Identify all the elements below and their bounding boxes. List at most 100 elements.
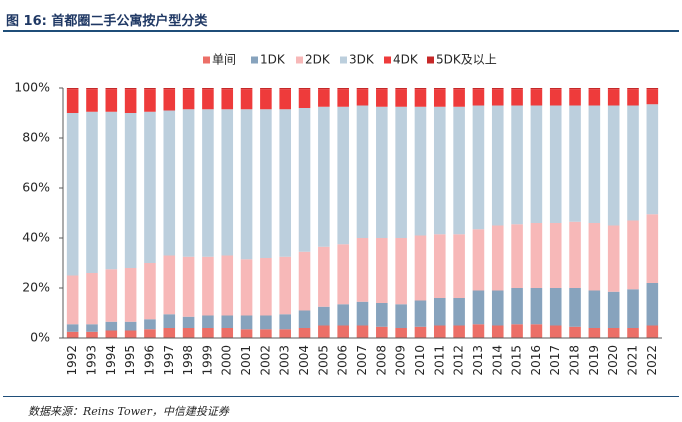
bar-1997-series-3 (163, 110, 176, 256)
bar-2007-series-1 (356, 301, 369, 326)
bar-2020-series-1 (607, 291, 620, 328)
bar-2002-series-5 (260, 88, 272, 90)
bars (66, 88, 659, 338)
bar-1992-series-0 (66, 331, 79, 338)
bar-2022-series-5 (646, 88, 659, 90)
y-tick-label: 100% (14, 80, 50, 95)
bar-2002-series-1 (260, 315, 272, 330)
bar-2009-series-3 (395, 106, 407, 238)
legend-label: 4DK (393, 53, 419, 67)
bar-1994-series-1 (105, 321, 118, 331)
bar-2005-series-3 (318, 106, 330, 247)
bar-2010-series-3 (414, 106, 427, 236)
x-tick-label: 2004 (297, 345, 311, 376)
bar-2018-series-0 (569, 326, 581, 338)
bar-1993-series-1 (86, 324, 98, 332)
bar-2006-series-0 (337, 325, 349, 338)
bar-1998-series-0 (182, 328, 195, 338)
bar-2013-series-5 (472, 88, 485, 90)
bar-2016-series-3 (530, 105, 543, 223)
legend-label: 2DK (305, 53, 331, 67)
bar-2009-series-1 (395, 304, 407, 328)
y-tick-label: 80% (22, 130, 50, 145)
bar-2015-series-5 (511, 88, 523, 90)
bar-1992-series-2 (66, 275, 79, 325)
x-tick-label: 2001 (239, 345, 253, 376)
bar-1998-series-5 (182, 88, 195, 90)
bar-1993-series-5 (86, 88, 98, 90)
bar-2001-series-5 (240, 88, 253, 90)
bar-2015-series-2 (511, 224, 523, 288)
x-tick-label: 2020 (606, 345, 620, 376)
bar-2002-series-0 (260, 329, 272, 338)
bar-1995-series-4 (124, 89, 137, 113)
bar-1996-series-0 (144, 329, 156, 338)
bar-1993-series-4 (86, 89, 98, 112)
bar-2019-series-3 (588, 105, 601, 223)
bar-2011-series-5 (433, 88, 446, 90)
x-tick-label: 2021 (626, 345, 640, 376)
bar-2022-series-3 (646, 104, 659, 215)
bar-2003-series-5 (279, 88, 291, 90)
bar-2015-series-4 (511, 89, 523, 106)
bar-1993-series-3 (86, 111, 98, 273)
bar-2003-series-4 (279, 89, 291, 110)
bar-1999-series-2 (202, 256, 214, 316)
bar-1997-series-4 (163, 89, 176, 111)
bar-2018-series-3 (569, 105, 581, 222)
bar-1995-series-0 (124, 330, 137, 338)
bar-2003-series-3 (279, 109, 291, 257)
x-tick-label: 1992 (65, 345, 79, 376)
bar-1992-series-3 (66, 113, 79, 276)
bar-2012-series-5 (453, 88, 465, 90)
legend: 单间 1DK 2DK 3DK 4DK 5DK及以上 (203, 53, 497, 67)
bar-2020-series-0 (607, 328, 620, 338)
bar-2014-series-2 (491, 225, 504, 291)
legend-swatch (296, 56, 303, 64)
x-axis-ticks: 1992 1993 1994 1995 1996 1997 1998 1999 2000 2001… (65, 345, 659, 376)
bar-2021-series-2 (627, 220, 639, 290)
bar-2013-series-1 (472, 290, 485, 325)
bar-2000-series-5 (221, 88, 234, 90)
bar-2007-series-4 (356, 89, 369, 106)
bar-2006-series-3 (337, 106, 349, 245)
bar-1992-series-4 (66, 89, 79, 113)
bar-2014-series-0 (491, 325, 504, 338)
bar-1994-series-4 (105, 89, 118, 112)
y-tick-label: 0% (30, 330, 50, 345)
bar-1999-series-4 (202, 89, 214, 110)
figure-title: 图 16: 首都圈二手公寓按户型分类 (6, 14, 208, 29)
bar-1993-series-0 (86, 331, 98, 338)
bar-2022-series-1 (646, 283, 659, 326)
bar-2000-series-3 (221, 109, 234, 256)
bar-1998-series-4 (182, 89, 195, 110)
bar-1995-series-2 (124, 268, 137, 322)
bar-2021-series-0 (627, 328, 639, 338)
bar-2005-series-2 (318, 246, 330, 307)
legend-item: 1DK (251, 53, 286, 67)
bar-2016-series-1 (530, 288, 543, 325)
bar-2008-series-1 (376, 303, 388, 327)
x-tick-label: 2011 (432, 345, 446, 376)
bar-1994-series-3 (105, 111, 118, 270)
bar-2008-series-3 (376, 106, 388, 238)
bar-2019-series-4 (588, 89, 601, 106)
bar-2006-series-4 (337, 89, 349, 107)
bar-1999-series-0 (202, 328, 214, 338)
bar-2017-series-1 (549, 288, 562, 326)
bar-2010-series-0 (414, 326, 427, 338)
bar-2022-series-4 (646, 89, 659, 105)
bar-2015-series-1 (511, 288, 523, 325)
bar-1992-series-5 (66, 88, 79, 90)
bar-2003-series-2 (279, 256, 291, 315)
bar-1999-series-5 (202, 88, 214, 90)
bar-2019-series-1 (588, 290, 601, 328)
bar-2013-series-4 (472, 89, 485, 106)
bar-2001-series-3 (240, 109, 253, 260)
bar-2004-series-3 (298, 108, 311, 252)
bar-2020-series-3 (607, 105, 620, 226)
bar-1998-series-1 (182, 316, 195, 328)
bar-2016-series-5 (530, 88, 543, 90)
x-tick-label: 1994 (104, 345, 118, 376)
bar-2012-series-2 (453, 234, 465, 298)
